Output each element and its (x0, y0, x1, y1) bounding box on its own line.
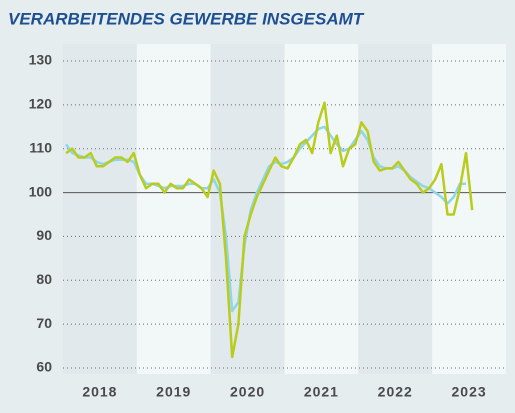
x-tick-label: 2020 (230, 384, 265, 400)
y-tick-label: 80 (36, 271, 52, 287)
year-band (63, 44, 137, 374)
y-tick-label: 130 (29, 52, 53, 68)
x-tick-label: 2022 (378, 384, 413, 400)
x-tick-label: 2019 (156, 384, 191, 400)
y-tick-label: 90 (36, 227, 52, 243)
year-band (432, 44, 506, 374)
year-band (136, 44, 211, 374)
series-line (65, 125, 466, 313)
x-tick-label: 2023 (452, 384, 487, 400)
chart-title: VERARBEITENDES GEWERBE INSGESAMT (8, 9, 365, 28)
series-line (65, 101, 474, 359)
y-tick-label: 70 (36, 315, 52, 331)
y-tick-label: 110 (29, 139, 52, 155)
y-tick-label: 100 (29, 183, 53, 199)
year-band (284, 44, 359, 374)
year-band (358, 44, 433, 374)
year-bands (63, 44, 506, 374)
y-tick-label: 60 (36, 359, 52, 375)
x-tick-label: 2021 (304, 384, 339, 400)
x-tick-label: 2018 (82, 384, 117, 400)
y-tick-label: 120 (29, 96, 53, 112)
